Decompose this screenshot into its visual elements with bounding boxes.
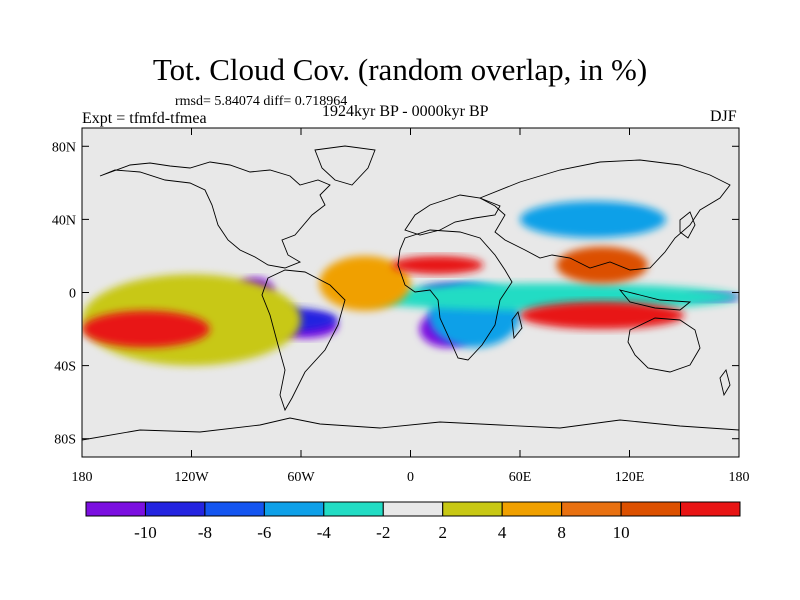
- map-axes: 80N 40N 0 40S 80S 180 120W 60W 0 60E 120E 180: [52, 128, 750, 485]
- lat-tick-label: 80S: [54, 433, 76, 448]
- coast-north-america: [99, 161, 331, 269]
- coast-new-zealand: [719, 368, 731, 397]
- rmsd-diff-label: rmsd= 5.84074 diff= 0.718964: [175, 94, 348, 109]
- lat-tick-label: 0: [69, 287, 76, 302]
- season-label: DJF: [710, 108, 737, 125]
- experiment-label: Expt = tfmfd-tfmea: [82, 110, 207, 127]
- coast-indonesia: [618, 289, 692, 311]
- lat-tick-label: 40N: [52, 213, 76, 228]
- colorbar-swatch-10: [680, 501, 741, 517]
- colorbar-label: -10: [134, 523, 157, 542]
- colorbar: -10 -8 -6 -4 -2 2 4 8 10: [85, 501, 741, 542]
- colorbar-label: 4: [498, 523, 507, 542]
- lon-tick-label: 120W: [174, 470, 209, 485]
- colorbar-swatch-1: [144, 501, 206, 517]
- lon-tick-label: 180: [72, 470, 93, 485]
- coast-europe: [404, 194, 501, 236]
- lon-tick-label: 120E: [615, 470, 645, 485]
- coast-antarctica: [82, 417, 739, 441]
- coast-madagascar: [511, 310, 523, 340]
- lat-tick-label: 40S: [54, 360, 76, 375]
- colorbar-label: -4: [317, 523, 332, 542]
- colorbar-swatch-8: [561, 501, 622, 517]
- lon-tick-label: 60E: [509, 470, 532, 485]
- coast-japan: [679, 211, 696, 239]
- coast-greenland: [314, 145, 376, 186]
- colorbar-label: -6: [257, 523, 271, 542]
- colorbar-label: 8: [557, 523, 566, 542]
- colorbar-swatch-3: [263, 501, 325, 517]
- colorbar-swatch-2: [204, 501, 265, 517]
- colorbar-label: -8: [198, 523, 212, 542]
- lat-tick-label: 80N: [52, 140, 76, 155]
- colorbar-label: -2: [376, 523, 390, 542]
- colorbar-label: 10: [613, 523, 630, 542]
- plot-title: Tot. Cloud Cov. (random overlap, in %): [152, 52, 648, 87]
- colorbar-swatch-9: [620, 501, 682, 517]
- field-patch-16: [520, 301, 685, 330]
- field-patch-13: [556, 246, 648, 284]
- coast-australia: [627, 317, 701, 373]
- colorbar-label: 2: [438, 523, 447, 542]
- colorbar-swatch-4: [323, 501, 384, 517]
- coast-south-america: [261, 269, 346, 412]
- lon-tick-label: 60W: [287, 470, 315, 485]
- field-patch-8: [520, 201, 666, 238]
- field-patch-15: [392, 255, 484, 275]
- anomaly-field: [82, 201, 739, 366]
- coast-asia: [478, 159, 731, 271]
- colorbar-swatch-7: [501, 501, 563, 517]
- colorbar-swatch-5: [382, 501, 444, 517]
- colorbar-swatch-0: [85, 501, 146, 517]
- period-label: 1924kyr BP - 0000kyr BP: [322, 103, 489, 120]
- lon-tick-label: 180: [729, 470, 750, 485]
- coast-africa: [397, 229, 513, 361]
- colorbar-swatch-6: [442, 501, 503, 517]
- lon-tick-label: 0: [407, 470, 414, 485]
- field-patch-14: [82, 310, 210, 348]
- coastlines: [82, 145, 739, 441]
